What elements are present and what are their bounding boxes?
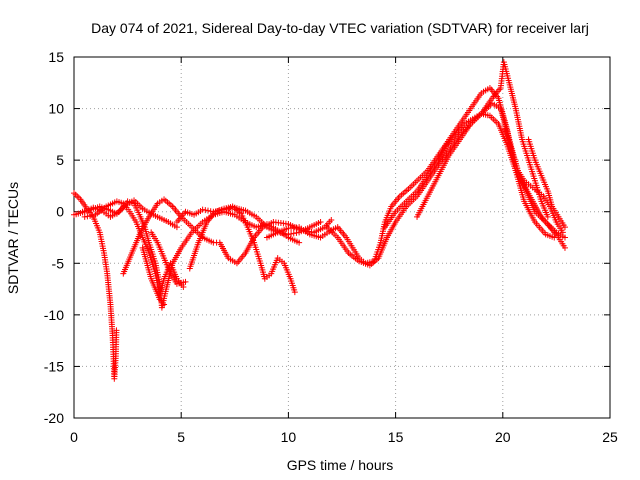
data-point	[544, 213, 551, 220]
y-tick-label: 10	[48, 101, 64, 117]
y-axis-ticks: -20 -15 -10 -5 0 5 10 15	[44, 49, 610, 426]
data-point	[213, 208, 220, 215]
series-track-5	[186, 203, 298, 296]
data-point	[317, 219, 324, 226]
data-point	[199, 206, 206, 213]
series-track-11	[525, 136, 568, 231]
data-markers	[71, 59, 568, 382]
series-track-12	[173, 204, 324, 238]
x-tick-label: 15	[388, 429, 404, 445]
data-point	[202, 207, 209, 214]
chart-title: Day 074 of 2021, Sidereal Day-to-day VTE…	[91, 20, 589, 36]
series-track-15	[139, 244, 168, 308]
data-point	[285, 231, 292, 238]
series-track-8	[381, 110, 568, 251]
data-point	[113, 327, 120, 334]
data-point	[328, 216, 335, 223]
y-tick-label: 5	[56, 152, 64, 168]
series-track-9	[414, 59, 551, 220]
y-tick-label: -20	[44, 410, 64, 426]
data-point	[559, 229, 566, 236]
data-point	[561, 224, 568, 231]
data-point	[280, 230, 287, 237]
y-tick-label: -15	[44, 358, 64, 374]
data-point	[293, 229, 300, 236]
data-point	[223, 206, 230, 213]
data-point	[277, 229, 284, 236]
data-point	[226, 205, 233, 212]
x-tick-label: 10	[281, 429, 297, 445]
data-point	[84, 213, 91, 220]
y-tick-label: -10	[44, 307, 64, 323]
x-tick-label: 25	[602, 429, 618, 445]
plot-border	[73, 56, 611, 419]
series-track-14	[148, 229, 189, 287]
x-tick-label: 20	[495, 429, 511, 445]
data-point	[221, 206, 228, 213]
x-tick-label: 5	[177, 429, 185, 445]
data-point	[282, 230, 289, 237]
data-point	[87, 212, 94, 219]
data-point	[288, 230, 295, 237]
data-point	[561, 244, 568, 251]
data-point	[173, 224, 180, 231]
x-axis-ticks: 0 5 10 15 20 25	[70, 57, 618, 445]
data-point	[215, 207, 222, 214]
data-point	[89, 212, 96, 219]
data-point	[210, 208, 217, 215]
data-point	[291, 289, 298, 296]
data-point	[207, 208, 214, 215]
y-tick-label: 15	[48, 49, 64, 65]
data-point	[182, 278, 189, 285]
series-track-6	[263, 84, 558, 267]
x-axis-label: GPS time / hours	[287, 457, 394, 473]
y-tick-label: -5	[52, 255, 65, 271]
plot-frame	[73, 56, 611, 419]
data-point	[218, 207, 225, 214]
data-point	[290, 230, 297, 237]
x-tick-label: 0	[70, 429, 78, 445]
data-point	[296, 239, 303, 246]
data-point	[274, 229, 281, 236]
y-tick-label: 0	[56, 204, 64, 220]
series-track-13	[79, 197, 180, 231]
series-track-2	[71, 198, 303, 311]
data-point	[81, 213, 88, 220]
data-point	[161, 301, 168, 308]
grid-lines	[74, 57, 610, 418]
y-axis-label: SDTVAR / TECUs	[5, 182, 21, 294]
series-track-1	[71, 190, 120, 382]
data-point	[561, 234, 568, 241]
data-point	[205, 207, 211, 214]
